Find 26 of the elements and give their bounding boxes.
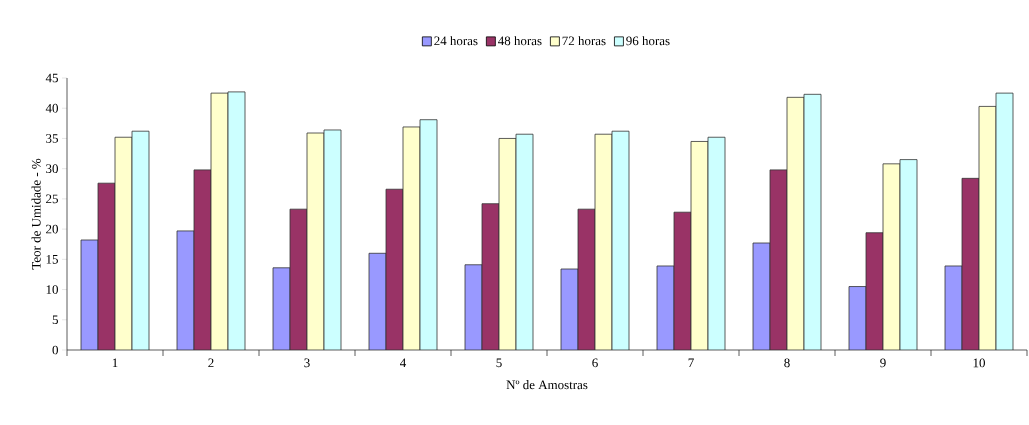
x-tick-label: 5 (496, 358, 502, 368)
y-tick-label: 20 (46, 224, 58, 234)
y-tick-label: 0 (52, 345, 58, 355)
x-tick-label: 8 (784, 358, 790, 368)
legend-label: 72 horas (562, 36, 606, 46)
legend-label: 24 horas (434, 36, 478, 46)
x-tick-label: 9 (880, 358, 886, 368)
y-tick-label: 35 (46, 134, 58, 143)
x-tick-label: 4 (400, 358, 407, 368)
x-tick-label: 3 (304, 358, 310, 368)
y-tick-label: 40 (45, 103, 58, 113)
legend-label: 96 horas (626, 36, 670, 46)
y-tick-label: 10 (46, 285, 58, 294)
x-tick-label: 1 (112, 358, 118, 368)
x-axis-title: Nº de Amostras (506, 380, 588, 390)
y-tick-label: 30 (46, 164, 58, 174)
y-tick-label: 25 (46, 194, 58, 204)
x-tick-label: 2 (208, 358, 214, 368)
x-tick-label: 10 (973, 358, 985, 368)
y-tick-label: 15 (46, 255, 58, 264)
y-axis-title: Teor de Umidade - % (31, 158, 41, 270)
legend-label: 48 horas (498, 36, 542, 46)
x-tick-label: 6 (592, 358, 598, 368)
y-tick-label: 45 (45, 73, 58, 83)
x-tick-label: 7 (688, 358, 694, 367)
y-tick-label: 5 (52, 315, 58, 325)
